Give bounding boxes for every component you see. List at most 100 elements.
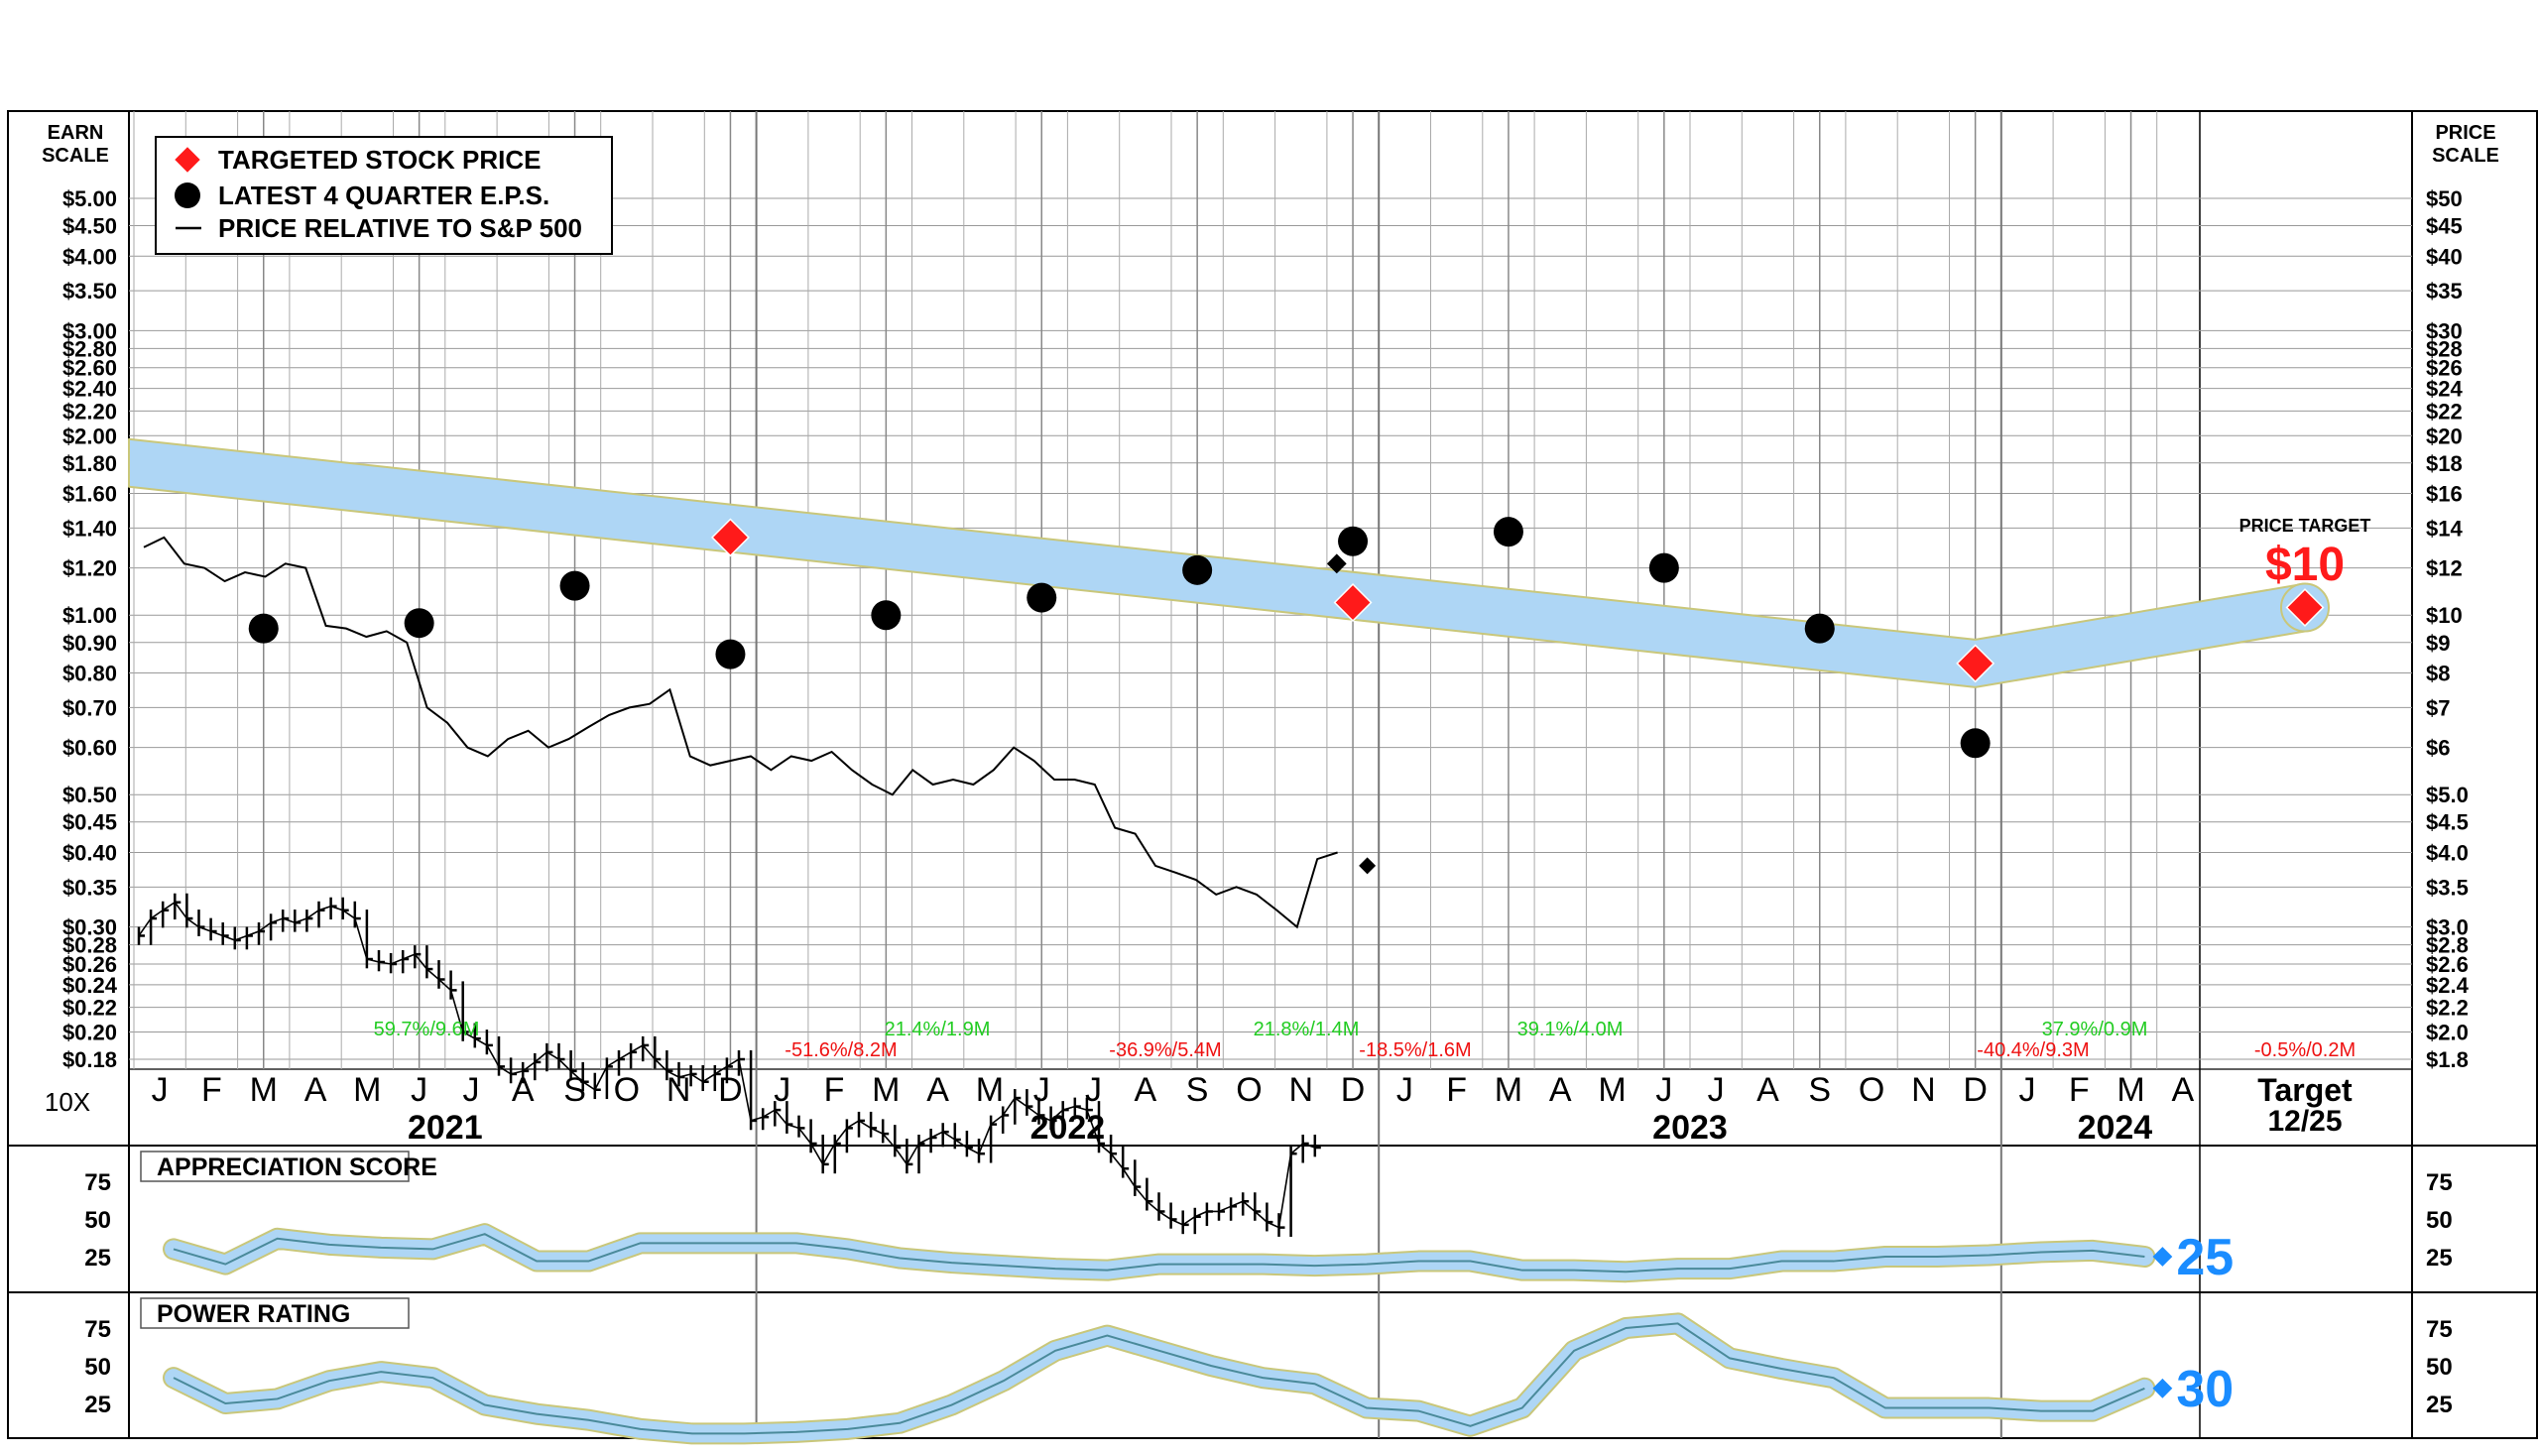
price-tick-label: $26	[2426, 356, 2463, 381]
earn-scale-header: SCALE	[42, 145, 109, 167]
month-label: F	[1446, 1071, 1467, 1109]
earn-tick-label: $1.40	[62, 516, 117, 541]
power-rating-line	[173, 1322, 2145, 1435]
appreciation-score-tick-right: 25	[2426, 1245, 2453, 1272]
month-label: F	[824, 1071, 845, 1109]
relative-line	[143, 536, 1338, 929]
power-rating-tick-right: 75	[2426, 1316, 2453, 1343]
earn-tick-label: $1.00	[62, 603, 117, 628]
eps-point	[715, 639, 746, 669]
legend-relative-label: PRICE RELATIVE TO S&P 500	[218, 213, 582, 243]
price-tick-label: $14	[2426, 516, 2463, 541]
indicator-panels: 75 75 50 50 25 25 APPRECIATION SCORE 25 75 75 50 50…	[84, 1151, 2453, 1445]
earn-tick-label: $0.40	[62, 840, 117, 865]
legend-eps-label: LATEST 4 QUARTER E.P.S.	[218, 181, 549, 210]
year-label: 2021	[408, 1109, 483, 1147]
earn-tick-label: $0.50	[62, 783, 117, 807]
price-tick-label: $24	[2426, 377, 2463, 402]
eps-point	[1960, 728, 1991, 759]
earn-tick-label: $0.60	[62, 736, 117, 761]
annotation-label: 21.8%/1.4M	[1254, 1019, 1360, 1040]
annotation-label: 39.1%/4.0M	[1517, 1019, 1624, 1040]
month-label: D	[718, 1071, 743, 1109]
month-label: J	[152, 1071, 169, 1109]
legend-eps-symbol	[175, 182, 200, 208]
month-label: M	[1598, 1071, 1626, 1109]
month-label: M	[353, 1071, 381, 1109]
annotation-label: -36.9%/5.4M	[1109, 1039, 1221, 1061]
target-diamond	[1333, 583, 1373, 622]
eps-point	[404, 608, 434, 639]
month-label: A	[1756, 1071, 1779, 1109]
power-rating-tick-right: 50	[2426, 1354, 2453, 1381]
month-label: J	[462, 1071, 479, 1109]
earn-tick-label: $2.40	[62, 377, 117, 402]
price-tick-label: $1.8	[2426, 1047, 2469, 1072]
eps-point	[248, 613, 279, 644]
price-latest-marker	[1326, 553, 1347, 574]
month-label: A	[1135, 1071, 1157, 1109]
earn-tick-label: $0.45	[62, 810, 117, 835]
eps-point	[1338, 526, 1369, 556]
targeted-price-points	[711, 518, 2325, 683]
earn-tick-label: $0.18	[62, 1047, 117, 1072]
month-label: D	[1341, 1071, 1366, 1109]
target-diamond	[1956, 644, 1995, 683]
earn-tick-label: $0.35	[62, 875, 117, 900]
earn-tick-label: $0.70	[62, 695, 117, 720]
earn-tick-label: $1.20	[62, 556, 117, 581]
price-tick-label: $10	[2426, 603, 2463, 628]
earn-tick-label: $4.00	[62, 244, 117, 269]
month-label: M	[976, 1071, 1004, 1109]
grid	[7, 110, 2538, 1439]
power-rating-title: POWER RATING	[157, 1300, 350, 1328]
relative-latest-marker	[1359, 857, 1377, 875]
earn-tick-label: $2.60	[62, 356, 117, 381]
power-rating-tick-left: 75	[84, 1316, 111, 1343]
price-tick-label: $16	[2426, 482, 2463, 507]
price-tick-label: $18	[2426, 451, 2463, 476]
price-tick-label: $30	[2426, 318, 2463, 343]
eps-point	[1027, 582, 1057, 613]
month-label: A	[2172, 1071, 2195, 1109]
price-tick-label: $22	[2426, 399, 2463, 424]
month-label: A	[304, 1071, 327, 1109]
price-tick-label: $6	[2426, 736, 2450, 761]
price-tick-label: $2.8	[2426, 933, 2469, 958]
price-tick-label: $3.0	[2426, 915, 2469, 940]
appreciation-score-line	[173, 1233, 2145, 1274]
legend-box	[155, 136, 613, 255]
power-rating-title-box	[140, 1297, 410, 1329]
earn-tick-label: $0.22	[62, 996, 117, 1021]
power-rating-tick-right: 25	[2426, 1392, 2453, 1418]
price-tick-label: $3.5	[2426, 875, 2469, 900]
appreciation-score-tick-left: 75	[84, 1169, 111, 1196]
legend: TARGETED STOCK PRICE LATEST 4 QUARTER E.P…	[155, 136, 613, 255]
month-label: J	[774, 1071, 790, 1109]
earn-scale-header: EARN	[48, 122, 104, 144]
month-label: S	[563, 1071, 586, 1109]
month-label: O	[1236, 1071, 1262, 1109]
earn-tick-label: $3.50	[62, 279, 117, 303]
earn-tick-label: $0.30	[62, 915, 117, 940]
year-label: 2024	[2078, 1109, 2153, 1147]
annotation-label: -51.6%/8.2M	[785, 1039, 897, 1061]
month-label: N	[1911, 1071, 1936, 1109]
eps-points	[248, 517, 1991, 759]
earn-tick-label: $0.90	[62, 631, 117, 656]
annotation-label: -0.5%/0.2M	[2254, 1039, 2356, 1061]
earn-tick-label: $0.24	[62, 973, 118, 998]
month-label: M	[2116, 1071, 2144, 1109]
earn-tick-label: $1.80	[62, 451, 117, 476]
earn-tick-label: $2.00	[62, 424, 117, 448]
price-tick-label: $7	[2426, 695, 2450, 720]
month-label: F	[2069, 1071, 2090, 1109]
appreciation-score-title-box	[140, 1151, 410, 1182]
month-label: A	[512, 1071, 535, 1109]
price-tick-label: $12	[2426, 556, 2463, 581]
axes: EARNSCALEPRICESCALE$5.00$4.50$4.00$3.50$…	[42, 122, 2499, 1147]
month-label: M	[1495, 1071, 1522, 1109]
price-tick-label: $4.5	[2426, 810, 2469, 835]
chart-frame	[7, 110, 2538, 1439]
target-date: 12/25	[2267, 1105, 2342, 1138]
